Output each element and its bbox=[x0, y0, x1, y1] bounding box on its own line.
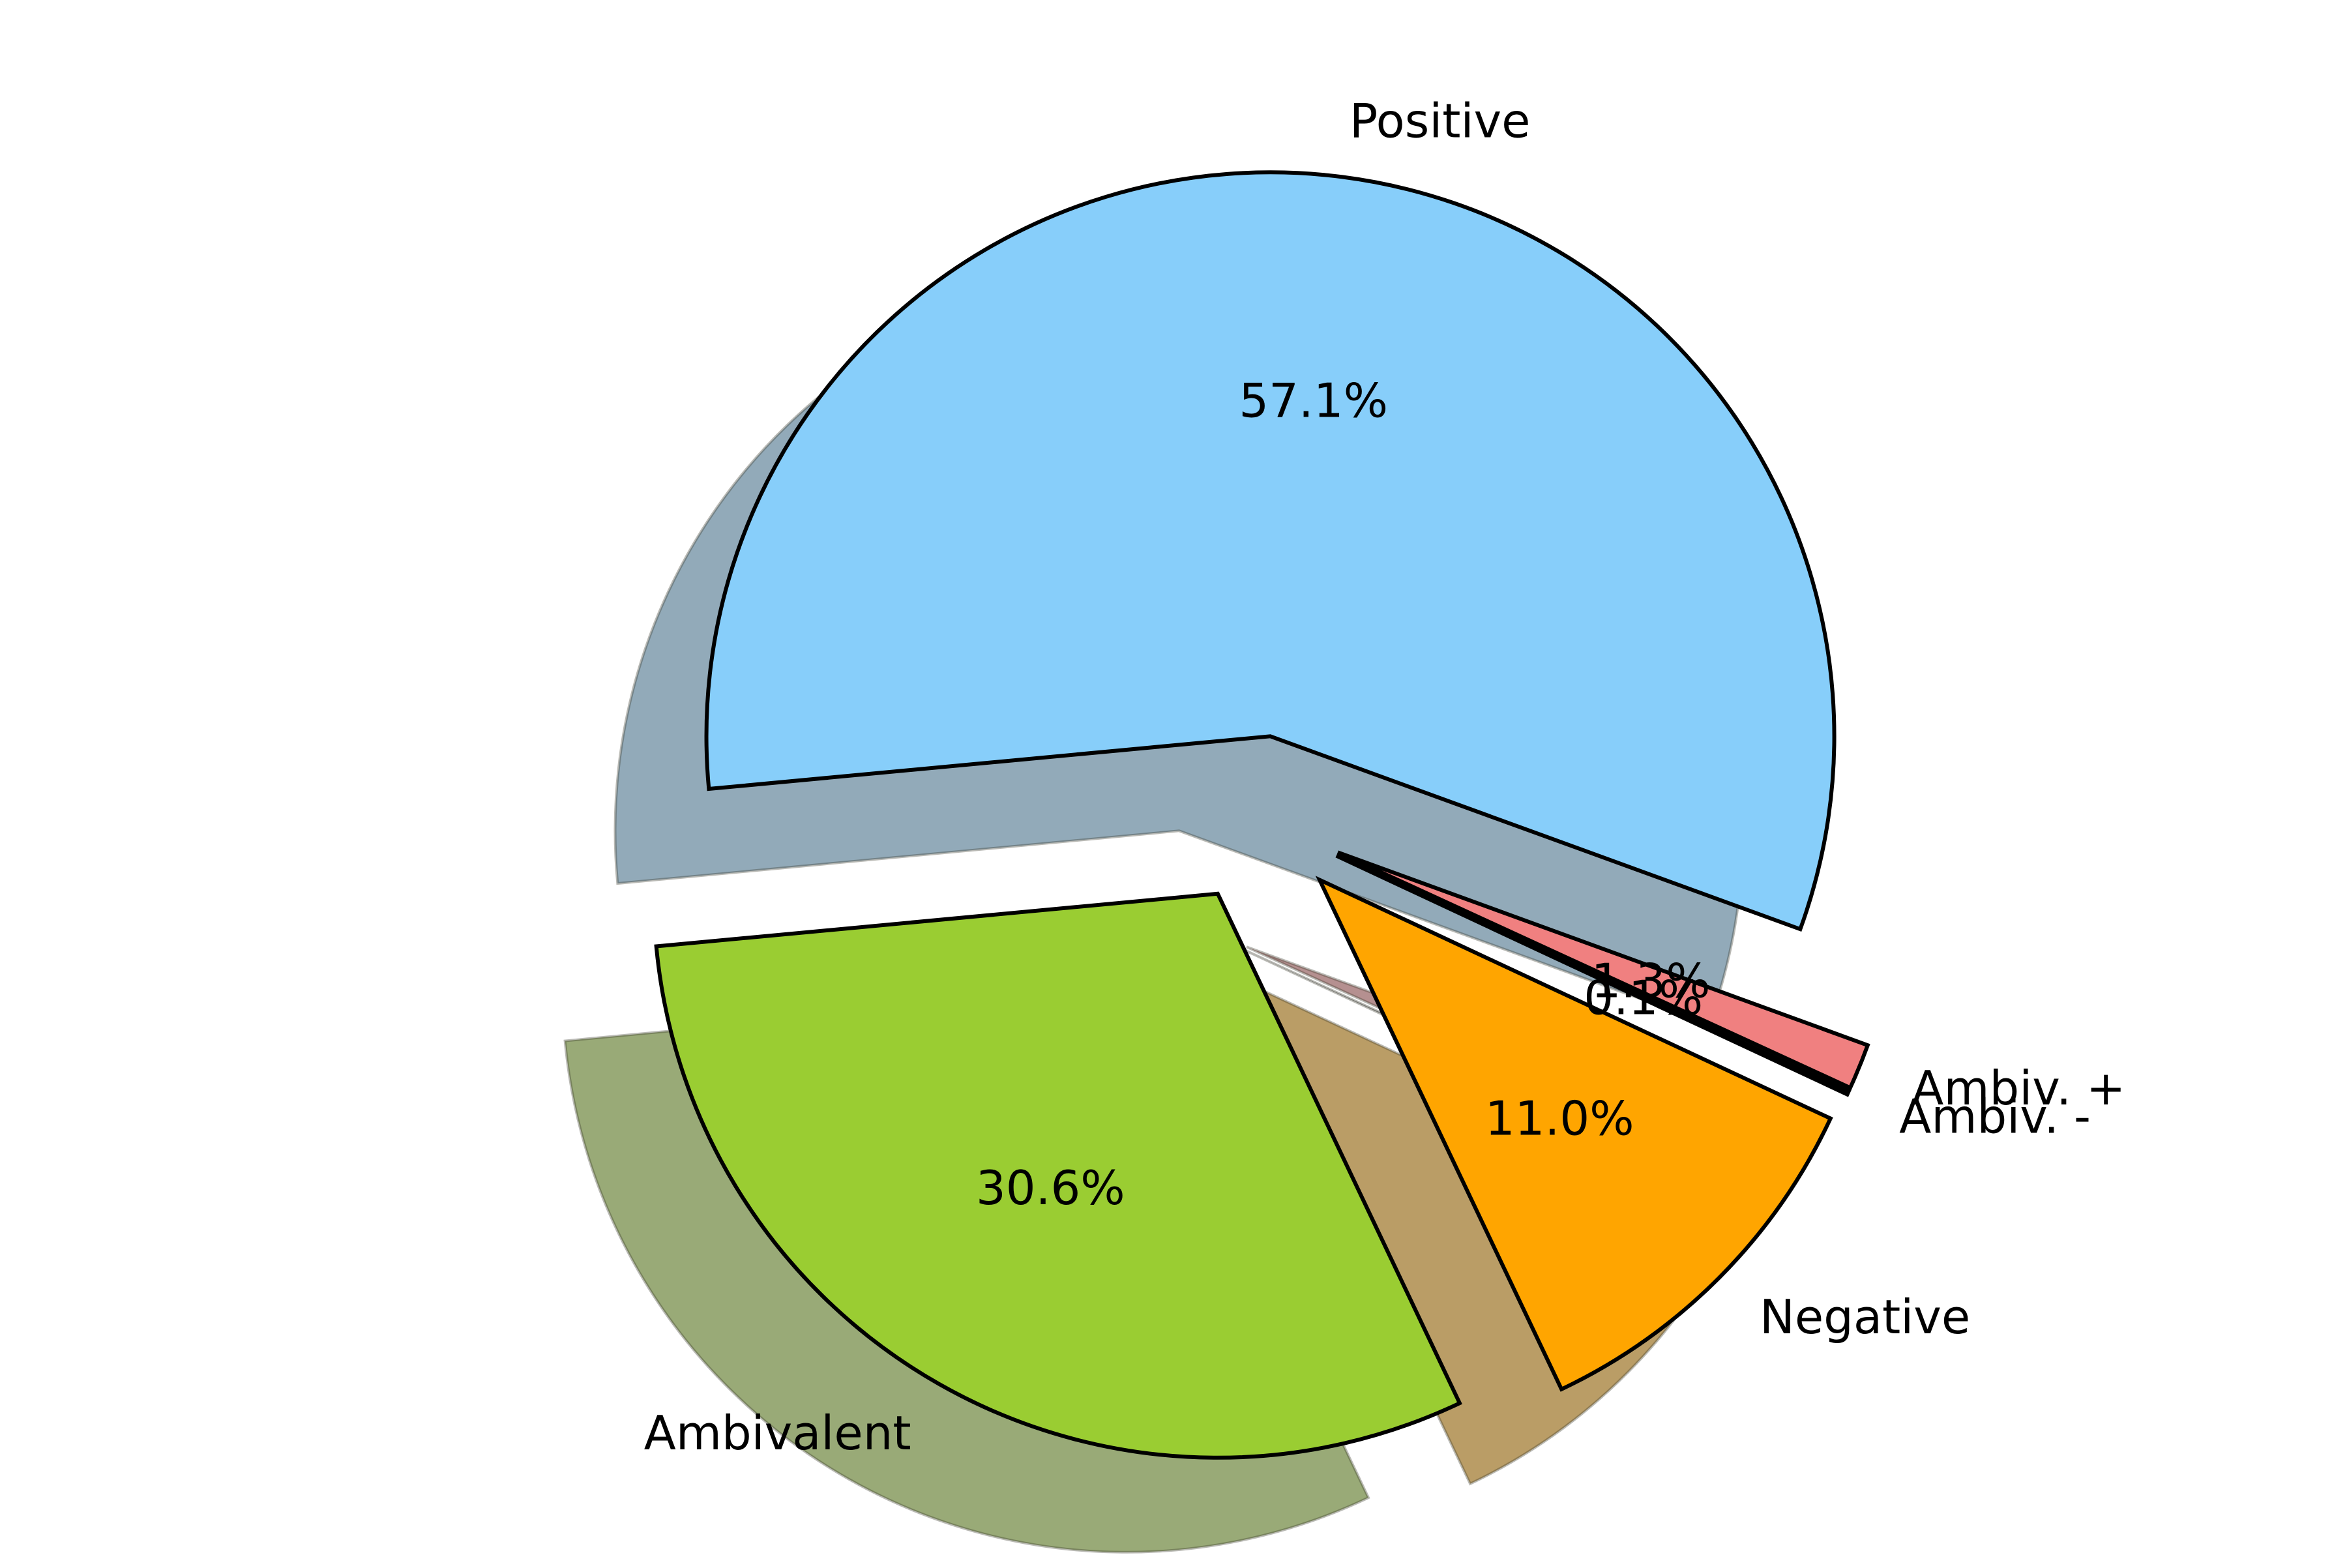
slice-percent-positive: 57.1% bbox=[1239, 374, 1388, 428]
slice-ambiv bbox=[1335, 853, 1852, 1097]
wedge-layer bbox=[654, 170, 1870, 1460]
slice-label-negative: Negative bbox=[1760, 1290, 1970, 1344]
slice-label-ambivalent: Ambivalent bbox=[644, 1406, 911, 1460]
label-layer: Positive 57.1% Ambivalent 30.6% Negative 11.0… bbox=[644, 94, 2126, 1460]
slice-label-ambiv: Ambiv. + bbox=[1912, 1061, 2125, 1116]
slice-percent-ambiv: 0.1% bbox=[1584, 971, 1703, 1026]
slice-percent-ambivalent: 30.6% bbox=[976, 1161, 1125, 1215]
slice-percent-ambiv: 1.3% bbox=[1591, 954, 1711, 1009]
slice-negative bbox=[1315, 876, 1833, 1392]
slice-percent-negative: 11.0% bbox=[1485, 1091, 1634, 1146]
slice-positive bbox=[704, 170, 1837, 932]
slice-label-ambiv: Ambiv. - bbox=[1899, 1089, 2091, 1144]
slice-ambiv bbox=[1336, 850, 1870, 1091]
slice-label-positive: Positive bbox=[1350, 94, 1531, 149]
slice-ambivalent bbox=[654, 891, 1462, 1460]
